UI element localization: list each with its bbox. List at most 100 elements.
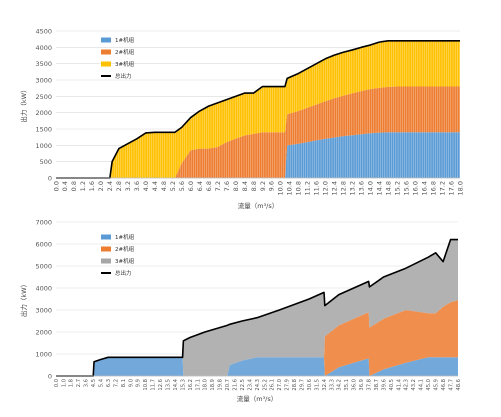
chart1-y-tick-label: 1000 <box>35 142 52 150</box>
chart2-x-tick-label: 3.6 <box>84 379 90 387</box>
chart2-x-tick-label: 16.2 <box>188 379 194 391</box>
chart2-x-tick-label: 46.8 <box>441 379 447 391</box>
chart1-x-tick-label: 16.8 <box>429 181 437 195</box>
chart2-y-tick-label: 3000 <box>35 307 52 315</box>
chart2-x-tick-label: 36.9 <box>359 379 365 391</box>
chart1-x-tick-label: 10.0 <box>277 181 285 195</box>
chart2-x-tick-label: 40.5 <box>389 379 395 391</box>
chart2-x-tick-label: 26.1 <box>270 379 276 391</box>
chart1-bar-texture <box>111 40 460 178</box>
chart2-x-tick-label: 45.0 <box>426 379 432 391</box>
chart2-legend-label: 1#机组 <box>115 233 135 241</box>
chart1-x-tick-label: 14.8 <box>384 181 392 195</box>
chart2-x-tick-label: 5.4 <box>98 378 104 387</box>
chart2-x-tick-label: 33.3 <box>329 379 335 391</box>
chart1-x-tick-label: 2.0 <box>97 181 105 191</box>
chart1-legend-swatch-2 <box>101 49 111 55</box>
chart1-area-series-1 <box>56 132 460 178</box>
chart1-x-tick-label: 14.4 <box>375 181 383 195</box>
chart1-x-tick-label: 15.2 <box>393 181 401 195</box>
chart1-legend-swatch-1 <box>101 37 111 43</box>
chart1-area-series-2 <box>56 86 460 178</box>
chart2-x-tick-label: 48.6 <box>456 379 462 391</box>
chart1-x-tick-label: 7.6 <box>223 181 231 191</box>
chart1-x-tick-label: 6.8 <box>205 181 213 191</box>
chart1-legend-label: 1#机组 <box>115 36 135 44</box>
chart1-x-tick-label: 18.0 <box>456 181 464 195</box>
chart1-x-tick-label: 0.0 <box>52 181 60 191</box>
chart2-x-tick-label: 27.9 <box>285 379 291 391</box>
chart2-y-tick-label: 1000 <box>35 351 52 359</box>
chart2-legend-label: 2#机组 <box>115 245 135 253</box>
chart2-x-tick-label: 1.8 <box>69 379 75 387</box>
chart2-x-tick-label: 1.0 <box>61 379 67 387</box>
chart2-x-tick-label: 12.6 <box>158 379 164 391</box>
chart1-x-tick-label: 16.4 <box>420 181 428 195</box>
chart1-x-tick-label: 17.6 <box>447 181 455 195</box>
chart1-x-tick-label: 8.8 <box>250 181 258 191</box>
chart2-x-tick-label: 18.9 <box>210 379 216 391</box>
chart2-x-tick-label: 14.4 <box>173 378 179 390</box>
chart2-x-axis-title: 流量（m³/s） <box>237 394 278 403</box>
chart1-y-tick-label: 3500 <box>35 60 52 68</box>
chart2-x-tick-label: 13.5 <box>165 379 171 391</box>
chart1-y-tick-label: 2500 <box>35 93 52 101</box>
chart2-y-tick-label: 2000 <box>35 329 52 337</box>
chart1-legend-label: 2#机组 <box>115 48 135 56</box>
chart2-x-tick-label: 32.4 <box>322 378 328 390</box>
chart2-y-tick-label: 4000 <box>35 285 52 293</box>
chart1-x-tick-label: 10.8 <box>295 181 303 195</box>
chart1-y-tick-label: 0 <box>48 175 52 183</box>
chart1-x-tick-label: 1.2 <box>79 181 87 191</box>
chart2-x-tick-label: 36.0 <box>352 379 358 391</box>
chart1-x-tick-label: 0.4 <box>61 181 69 191</box>
chart1-x-tick-label: 7.2 <box>214 181 222 191</box>
chart1-legend-label: 3#机组 <box>115 60 135 68</box>
chart2-x-tick-label: 43.2 <box>411 379 417 391</box>
chart1-x-tick-label: 6.4 <box>196 181 204 191</box>
chart1-x-tick-label: 17.2 <box>438 181 446 195</box>
chart2-x-tick-label: 41.4 <box>396 378 402 390</box>
chart1-x-tick-label: 3.6 <box>133 181 141 191</box>
chart1-x-tick-label: 4.8 <box>160 181 168 191</box>
chart1-x-tick-label: 2.4 <box>106 181 114 191</box>
chart2-x-tick-label: 23.4 <box>247 378 253 390</box>
chart1-x-tick-label: 14.0 <box>366 181 374 195</box>
chart2-x-tick-label: 9.9 <box>136 379 142 387</box>
chart2-total-output-line <box>56 238 458 377</box>
chart2-x-tick-label: 38.7 <box>374 379 380 391</box>
chart1-x-tick-label: 2.8 <box>115 181 123 191</box>
chart2-y-tick-label: 7000 <box>35 219 52 227</box>
chart2-x-tick-label: 17.1 <box>195 379 201 391</box>
chart2-x-tick-label: 10.8 <box>143 379 149 391</box>
chart2-x-tick-label: 44.1 <box>419 379 425 391</box>
chart2-x-tick-label: 15.3 <box>180 379 186 391</box>
chart1-total-output-line <box>56 40 460 179</box>
chart1-x-tick-label: 0.8 <box>70 181 78 191</box>
chart2-y-tick-label: 6000 <box>35 241 52 249</box>
chart1-x-tick-label: 9.6 <box>268 181 276 191</box>
chart2-legend-swatch-3 <box>101 258 111 264</box>
chart2-x-tick-label: 0.0 <box>54 379 60 387</box>
chart2-legend-swatch-2 <box>101 246 111 252</box>
chart2-x-tick-label: 2.7 <box>76 379 82 387</box>
chart1-x-tick-label: 16.0 <box>411 181 419 195</box>
chart2-x-tick-label: 11.7 <box>151 379 157 391</box>
chart2-x-tick-label: 47.7 <box>448 379 454 391</box>
chart1-legend-swatch-3 <box>101 61 111 67</box>
chart1-x-tick-label: 12.0 <box>322 181 330 195</box>
chart1-y-tick-label: 4000 <box>35 44 52 52</box>
chart1-x-tick-label: 4.0 <box>142 181 150 191</box>
chart1-y-tick-label: 4500 <box>35 28 52 36</box>
chart2-x-tick-label: 45.9 <box>433 379 439 391</box>
chart2-y-tick-label: 0 <box>48 373 52 381</box>
chart1-x-tick-label: 10.4 <box>286 181 294 195</box>
chart1-area-series-3 <box>56 40 460 178</box>
chart2-y-tick-label: 5000 <box>35 263 52 271</box>
chart2-x-tick-label: 18.0 <box>203 379 209 391</box>
chart1-x-tick-label: 5.6 <box>178 181 186 191</box>
chart1-x-tick-label: 3.2 <box>124 181 132 191</box>
chart2-x-tick-label: 8.1 <box>121 379 127 387</box>
